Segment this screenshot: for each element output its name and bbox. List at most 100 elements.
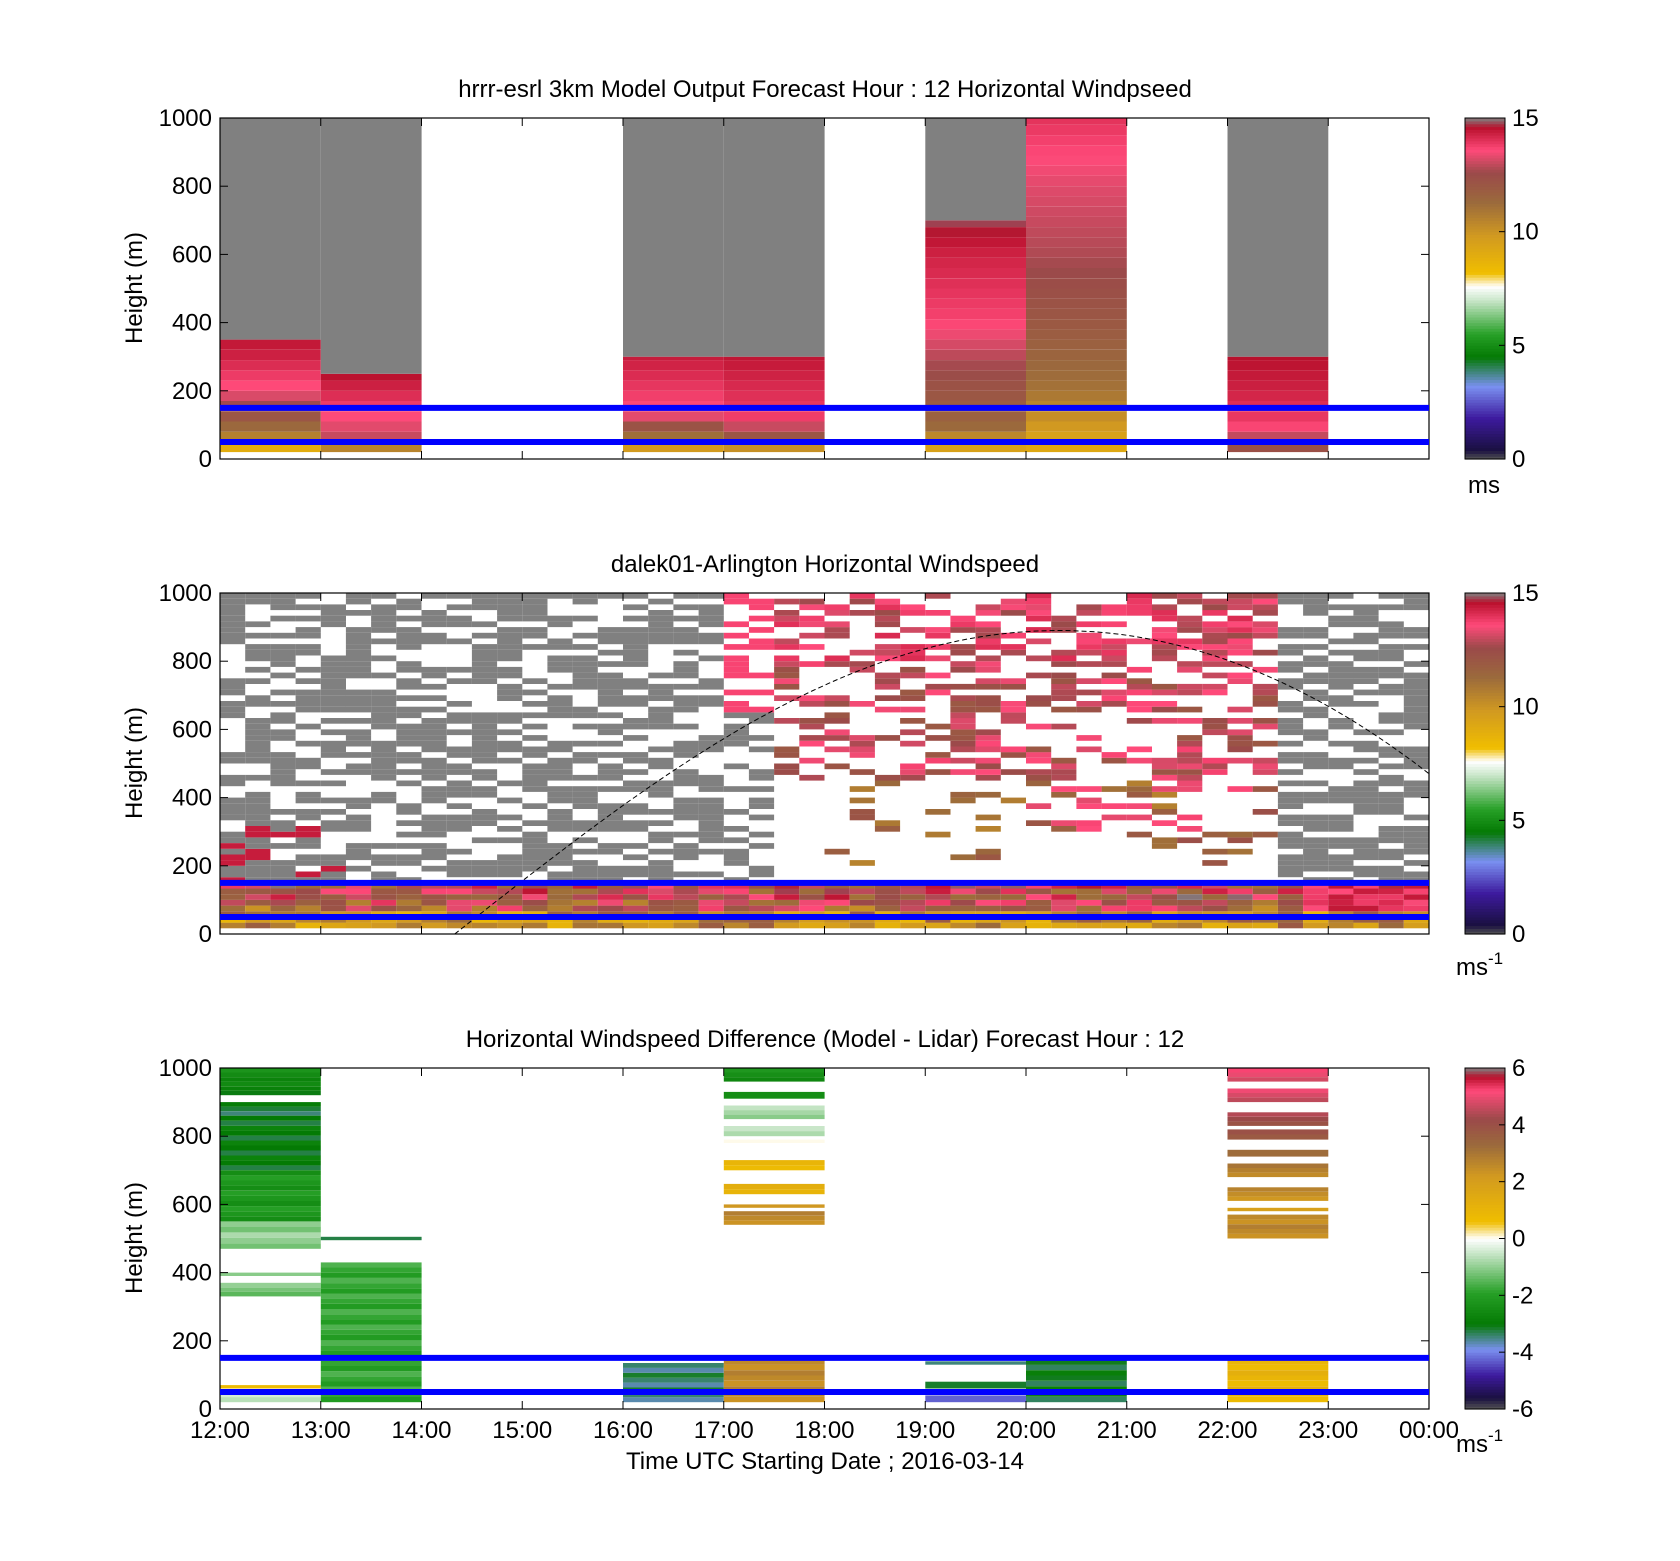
colorbar-segment — [1465, 800, 1505, 804]
lidar-cell — [1353, 655, 1379, 662]
lidar-cell — [1277, 888, 1304, 895]
lidar-cell — [1403, 860, 1429, 866]
lidar-cell — [1328, 888, 1354, 895]
lidar-cell — [1177, 894, 1203, 900]
colorbar-segment — [1465, 356, 1505, 361]
lidar-cell — [396, 627, 422, 633]
lidar-cell — [1101, 786, 1127, 792]
colorbar-segment — [1465, 749, 1505, 753]
model-cell — [320, 380, 422, 391]
lidar-cell — [446, 666, 472, 673]
lidar-cell — [1051, 706, 1077, 713]
colorbar-segment — [1465, 752, 1505, 756]
lidar-cell — [1177, 786, 1203, 792]
x-tick-label: 17:00 — [694, 1417, 754, 1444]
colorbar-segment — [1465, 911, 1505, 915]
lidar-cell — [900, 655, 926, 662]
model-cell — [220, 370, 321, 381]
colorbar-segment — [1465, 174, 1505, 179]
colorbar-segment — [1465, 430, 1505, 435]
lidar-cell — [1328, 786, 1354, 792]
lidar-cell — [396, 922, 422, 929]
colorbar-segment — [1465, 1403, 1505, 1407]
lidar-cell — [1378, 621, 1404, 628]
colorbar-segment — [1465, 146, 1505, 150]
lidar-cell — [950, 723, 976, 730]
lidar-cell — [295, 797, 321, 804]
lidar-cell — [245, 632, 271, 639]
colorbar-segment — [1465, 715, 1505, 719]
model-cell — [623, 360, 724, 371]
lidar-cell — [497, 888, 523, 895]
lidar-cell — [824, 894, 850, 900]
lidar-cell — [1202, 860, 1228, 866]
colorbar-segment — [1465, 888, 1505, 892]
colorbar-segment — [1465, 729, 1505, 733]
lidar-cell — [1051, 791, 1077, 798]
lidar-cell — [1101, 672, 1127, 679]
model-cell — [723, 380, 825, 391]
lidar-cell — [1328, 922, 1354, 929]
colorbar-segment — [1465, 718, 1505, 722]
lidar-cell — [1378, 655, 1404, 662]
lidar-cell — [345, 763, 372, 770]
lidar-cell — [1252, 632, 1278, 639]
lidar-cell — [1378, 871, 1404, 878]
lidar-cell — [597, 729, 623, 736]
lidar-cell — [345, 826, 372, 832]
model-cell — [723, 356, 825, 361]
lidar-cell — [446, 899, 472, 906]
lidar-cell — [1227, 638, 1253, 645]
lidar-cell — [748, 905, 775, 912]
lidar-cell — [698, 593, 724, 599]
lidar-cell — [345, 922, 372, 929]
lidar-cell — [471, 604, 498, 611]
lidar-cell — [1227, 598, 1253, 605]
lidar-cell — [1328, 604, 1354, 611]
lidar-cell — [698, 695, 724, 701]
lidar-cell — [799, 701, 825, 707]
lidar-cell — [245, 718, 271, 724]
lidar-cell — [774, 922, 800, 929]
lidar-cell — [673, 922, 699, 929]
lidar-cell — [547, 786, 573, 792]
lidar-cell — [421, 672, 447, 679]
lidar-cell — [396, 723, 422, 730]
difference-cell — [723, 1220, 825, 1225]
lidar-cell — [270, 899, 296, 906]
lidar-cell — [1252, 718, 1278, 724]
lidar-cell — [396, 632, 422, 639]
lidar-cell — [1101, 814, 1127, 821]
lidar-cell — [1177, 752, 1203, 758]
colorbar-segment — [1465, 399, 1505, 403]
lidar-cell — [295, 678, 321, 684]
lidar-cell — [623, 701, 649, 707]
lidar-cell — [245, 695, 271, 701]
lidar-cell — [623, 894, 649, 900]
lidar-cell — [320, 905, 346, 912]
lidar-cell — [1076, 638, 1102, 645]
lidar-cell — [1076, 701, 1102, 707]
colorbar-segment — [1465, 1337, 1505, 1342]
lidar-cell — [1378, 718, 1404, 724]
lidar-cell — [849, 888, 875, 895]
lidar-cell — [396, 752, 422, 758]
model-y-axis-label: Height (m) — [121, 232, 148, 344]
lidar-cell — [270, 644, 296, 650]
difference-cell — [220, 1102, 321, 1107]
lidar-cell — [396, 661, 422, 667]
lidar-cell — [623, 899, 649, 906]
colorbar-segment — [1465, 436, 1505, 440]
lidar-cell — [1126, 638, 1152, 645]
lidar-cell — [396, 740, 422, 747]
lidar-cell — [1328, 837, 1354, 844]
lidar-cell — [1076, 905, 1102, 912]
colorbar-segment — [1465, 814, 1505, 819]
lidar-cell — [295, 701, 321, 707]
lidar-cell — [421, 735, 447, 741]
lidar-cell — [1151, 843, 1178, 849]
lidar-cell — [522, 735, 548, 741]
lidar-cell — [1177, 683, 1203, 690]
colorbar-segment — [1465, 874, 1505, 878]
colorbar-segment — [1465, 658, 1505, 662]
